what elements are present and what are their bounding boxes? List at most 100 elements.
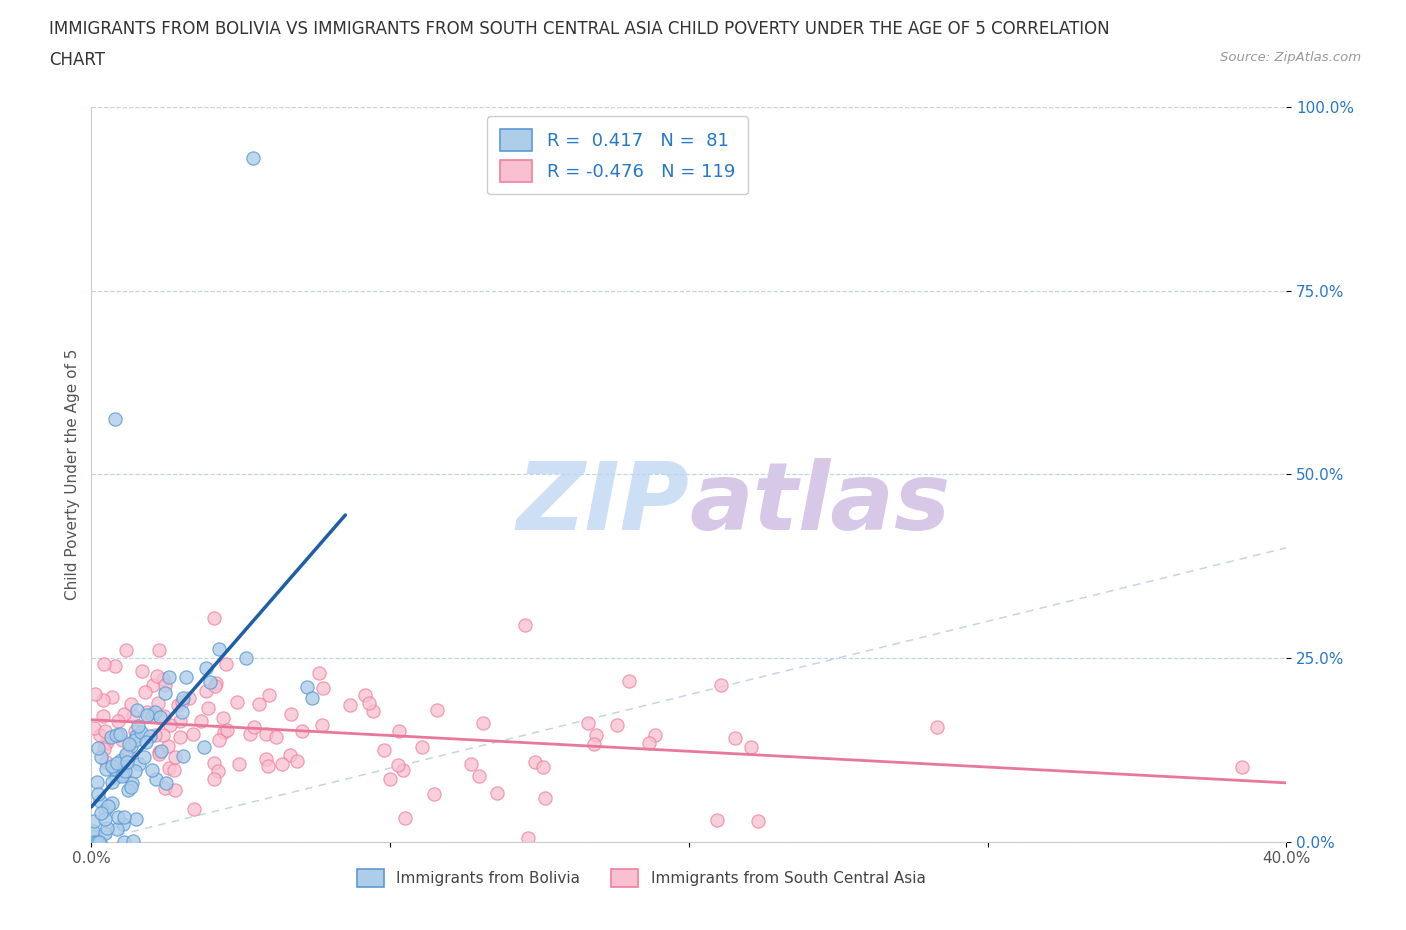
Point: [195, 684, 218, 698]
Point: [247, 697, 270, 711]
Point: [96, 734, 118, 749]
Point: [208, 733, 231, 748]
Point: [94, 826, 117, 841]
Point: [388, 724, 411, 738]
Point: [104, 762, 127, 777]
Point: [115, 754, 138, 769]
Point: [212, 724, 235, 739]
Point: [254, 726, 277, 741]
Point: [120, 697, 142, 711]
Point: [101, 690, 124, 705]
Point: [108, 726, 131, 741]
Point: [387, 758, 409, 773]
Point: [104, 412, 127, 427]
Point: [576, 716, 599, 731]
Point: [339, 698, 361, 712]
Point: [86, 775, 108, 790]
Point: [205, 675, 228, 690]
Point: [127, 718, 149, 733]
Point: [155, 780, 177, 795]
Point: [83, 834, 105, 849]
Point: [127, 703, 149, 718]
Point: [426, 702, 449, 717]
Point: [105, 728, 128, 743]
Point: [149, 710, 172, 724]
Point: [105, 763, 128, 777]
Point: [174, 670, 197, 684]
Point: [295, 680, 318, 695]
Point: [280, 706, 302, 721]
Point: [91, 709, 114, 724]
Point: [110, 769, 132, 784]
Point: [134, 684, 156, 699]
Point: [271, 756, 294, 771]
Point: [148, 744, 170, 759]
Point: [90, 750, 112, 764]
Point: [100, 796, 122, 811]
Point: [131, 664, 153, 679]
Text: IMMIGRANTS FROM BOLIVIA VS IMMIGRANTS FROM SOUTH CENTRAL ASIA CHILD POVERTY UNDE: IMMIGRANTS FROM BOLIVIA VS IMMIGRANTS FR…: [49, 20, 1109, 38]
Point: [111, 767, 134, 782]
Point: [204, 755, 226, 770]
Point: [120, 738, 142, 753]
Point: [157, 761, 180, 776]
Point: [264, 730, 287, 745]
Point: [204, 679, 226, 694]
Point: [242, 151, 264, 166]
Point: [146, 696, 169, 711]
Point: [486, 785, 509, 800]
Point: [114, 747, 136, 762]
Point: [121, 776, 143, 790]
Point: [411, 739, 433, 754]
Point: [170, 705, 193, 720]
Point: [105, 821, 128, 836]
Y-axis label: Child Poverty Under the Age of 5: Child Poverty Under the Age of 5: [65, 349, 80, 600]
Point: [89, 834, 111, 849]
Point: [112, 834, 135, 849]
Point: [148, 746, 170, 761]
Point: [148, 643, 170, 658]
Point: [89, 793, 111, 808]
Point: [198, 675, 221, 690]
Point: [228, 756, 250, 771]
Point: [90, 805, 112, 820]
Point: [308, 665, 330, 680]
Point: [285, 753, 308, 768]
Point: [118, 737, 141, 751]
Point: [93, 803, 115, 817]
Point: [357, 696, 380, 711]
Point: [124, 764, 146, 778]
Point: [740, 739, 762, 754]
Point: [152, 672, 174, 687]
Point: [394, 811, 416, 826]
Point: [239, 726, 262, 741]
Point: [112, 707, 135, 722]
Point: [257, 758, 280, 773]
Point: [145, 705, 167, 720]
Point: [257, 688, 280, 703]
Point: [112, 817, 135, 831]
Point: [311, 718, 333, 733]
Point: [208, 642, 231, 657]
Point: [107, 728, 129, 743]
Text: Source: ZipAtlas.com: Source: ZipAtlas.com: [1220, 51, 1361, 64]
Point: [513, 618, 536, 632]
Point: [723, 730, 745, 745]
Point: [291, 724, 314, 738]
Point: [83, 813, 105, 828]
Point: [155, 678, 177, 693]
Point: [104, 769, 127, 784]
Point: [202, 772, 225, 787]
Point: [124, 812, 146, 827]
Point: [124, 723, 146, 737]
Point: [172, 749, 194, 764]
Point: [142, 678, 165, 693]
Point: [183, 801, 205, 816]
Point: [83, 720, 105, 735]
Point: [172, 690, 194, 705]
Point: [166, 698, 188, 712]
Point: [141, 763, 163, 777]
Point: [193, 739, 215, 754]
Point: [104, 658, 127, 673]
Point: [378, 771, 401, 786]
